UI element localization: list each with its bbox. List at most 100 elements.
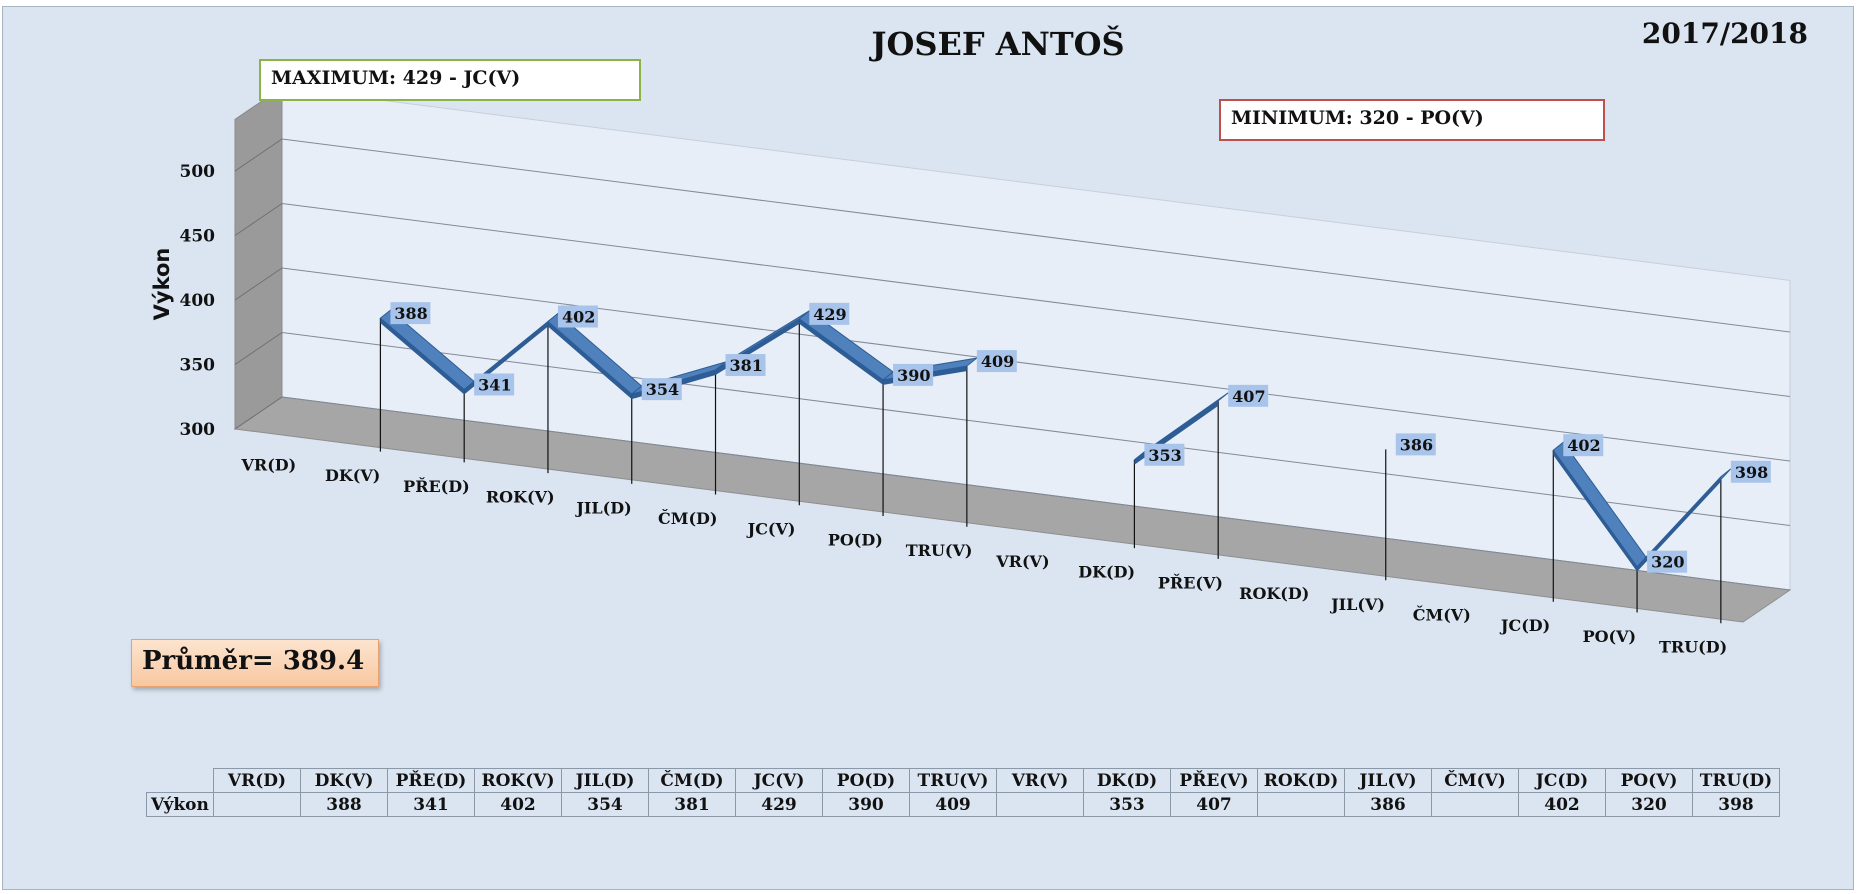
- data-label-bg: [809, 302, 850, 325]
- data-table: VR(D) DK(V) PŘE(D) ROK(V) JIL(D) ČM(D) J…: [146, 768, 1780, 817]
- average-box: Průměr= 389.4: [131, 639, 379, 687]
- data-label-bg: [1144, 443, 1185, 466]
- data-label-text: 354: [646, 380, 679, 399]
- gridline-side: [234, 396, 283, 430]
- table-header: ČM(D): [648, 768, 736, 793]
- data-label: 390: [893, 363, 934, 386]
- series-segment-edge: [380, 318, 465, 395]
- gridline: [281, 267, 1791, 462]
- x-tick-label: PO(V): [1583, 627, 1637, 646]
- season-label: 2017/2018: [1641, 17, 1808, 50]
- chart-area: 300 350 400 450 500 388 341 402 354 381 429 390 409 3…: [2, 6, 1854, 890]
- data-label-bg: [1647, 550, 1688, 573]
- data-label-text: 320: [1651, 553, 1684, 572]
- y-tick-label: 400: [180, 291, 216, 311]
- data-table-header-row: VR(D) DK(V) PŘE(D) ROK(V) JIL(D) ČM(D) J…: [147, 768, 1780, 793]
- table-cell: 353: [1083, 792, 1171, 817]
- x-tick-label: PO(D): [828, 530, 883, 549]
- gridline-side: [234, 332, 283, 365]
- table-header: ČM(V): [1431, 768, 1519, 793]
- table-header: VR(D): [213, 768, 301, 793]
- table-cell: [996, 792, 1084, 817]
- data-label: 402: [557, 305, 598, 328]
- x-tick-label: ROK(D): [1239, 584, 1309, 603]
- data-label-text: 409: [981, 352, 1014, 371]
- data-labels: 388 341 402 354 381 429 390 409 353 407 386 402 320 3…: [390, 302, 1771, 573]
- table-cell: 388: [300, 792, 388, 817]
- table-header: JIL(V): [1344, 768, 1432, 793]
- table-header: DK(V): [300, 768, 388, 793]
- x-tick-label: VR(D): [241, 455, 297, 474]
- data-label-bg: [1730, 460, 1771, 483]
- data-label-text: 402: [562, 308, 595, 327]
- table-header: TRU(V): [909, 768, 997, 793]
- x-tick-label: DK(V): [325, 466, 380, 485]
- data-label-text: 402: [1567, 436, 1600, 455]
- table-header: VR(V): [996, 768, 1084, 793]
- gridline: [281, 203, 1791, 397]
- x-tick-label: JIL(V): [1329, 595, 1385, 614]
- drop-lines: [379, 318, 1722, 624]
- series-segment-edge: [799, 318, 884, 385]
- table-cell: 381: [648, 792, 736, 817]
- data-label: 341: [474, 373, 515, 396]
- data-label: 402: [1563, 434, 1604, 457]
- data-table-corner: [147, 769, 214, 793]
- series-segment-edge: [1553, 450, 1638, 572]
- chart-title: JOSEF ANTOŠ: [871, 25, 1125, 63]
- table-cell: 386: [1344, 792, 1432, 817]
- table-cell: 390: [822, 792, 910, 817]
- table-cell: 402: [474, 792, 562, 817]
- gridline-side: [234, 138, 283, 172]
- data-label-bg: [474, 373, 515, 396]
- maximum-box: MAXIMUM: 429 - JC(V): [259, 59, 641, 101]
- data-label: 381: [725, 354, 766, 377]
- data-label-text: 353: [1148, 446, 1181, 465]
- y-tick-label: 350: [180, 356, 216, 376]
- chart-plot: 3003504004505003883414023543814293904093…: [180, 86, 1792, 657]
- data-label: 386: [1395, 433, 1436, 456]
- x-tick-label: PŘE(V): [1158, 572, 1223, 592]
- table-cell: [213, 792, 301, 817]
- data-label: 354: [641, 378, 682, 401]
- x-tick-label: JC(D): [1499, 616, 1550, 635]
- table-row-label: Výkon: [146, 792, 214, 817]
- gridline: [281, 396, 1791, 591]
- data-label-text: 429: [813, 305, 846, 324]
- table-header: PO(D): [822, 768, 910, 793]
- table-header: PŘE(V): [1170, 768, 1258, 793]
- x-tick-label: DK(D): [1078, 563, 1135, 582]
- table-cell: [1431, 792, 1519, 817]
- x-tick-label: VR(V): [995, 552, 1049, 571]
- minimum-box: MINIMUM: 320 - PO(V): [1219, 99, 1605, 141]
- data-label-text: 407: [1232, 387, 1265, 406]
- table-header: JC(V): [735, 768, 823, 793]
- data-label-bg: [893, 363, 934, 386]
- table-header: JIL(D): [561, 768, 649, 793]
- data-label: 388: [390, 302, 431, 325]
- data-table-value-row: Výkon 388 341 402 354 381 429 390 409 35…: [146, 792, 1780, 817]
- data-label: 429: [809, 302, 850, 325]
- y-axis-label: Výkon: [150, 247, 174, 321]
- table-cell: 354: [561, 792, 649, 817]
- table-header: ROK(D): [1257, 768, 1345, 793]
- table-header: TRU(D): [1692, 768, 1780, 793]
- data-label-bg: [1563, 434, 1604, 457]
- table-header: DK(D): [1083, 768, 1171, 793]
- table-header: ROK(V): [474, 768, 562, 793]
- series-segment-edge: [547, 321, 632, 400]
- data-label-bg: [557, 305, 598, 328]
- data-label-text: 341: [478, 375, 511, 394]
- x-tick-label: JC(V): [746, 520, 796, 539]
- table-header: PŘE(D): [387, 768, 475, 793]
- data-label-text: 381: [730, 356, 763, 375]
- data-label-bg: [390, 302, 431, 325]
- table-cell: 409: [909, 792, 997, 817]
- data-label-bg: [1395, 433, 1436, 456]
- gridline-side: [234, 203, 283, 236]
- data-label: 407: [1228, 384, 1269, 407]
- data-label-bg: [641, 378, 682, 401]
- gridline: [281, 138, 1791, 333]
- data-label: 353: [1144, 443, 1185, 466]
- y-tick-label: 500: [180, 162, 216, 182]
